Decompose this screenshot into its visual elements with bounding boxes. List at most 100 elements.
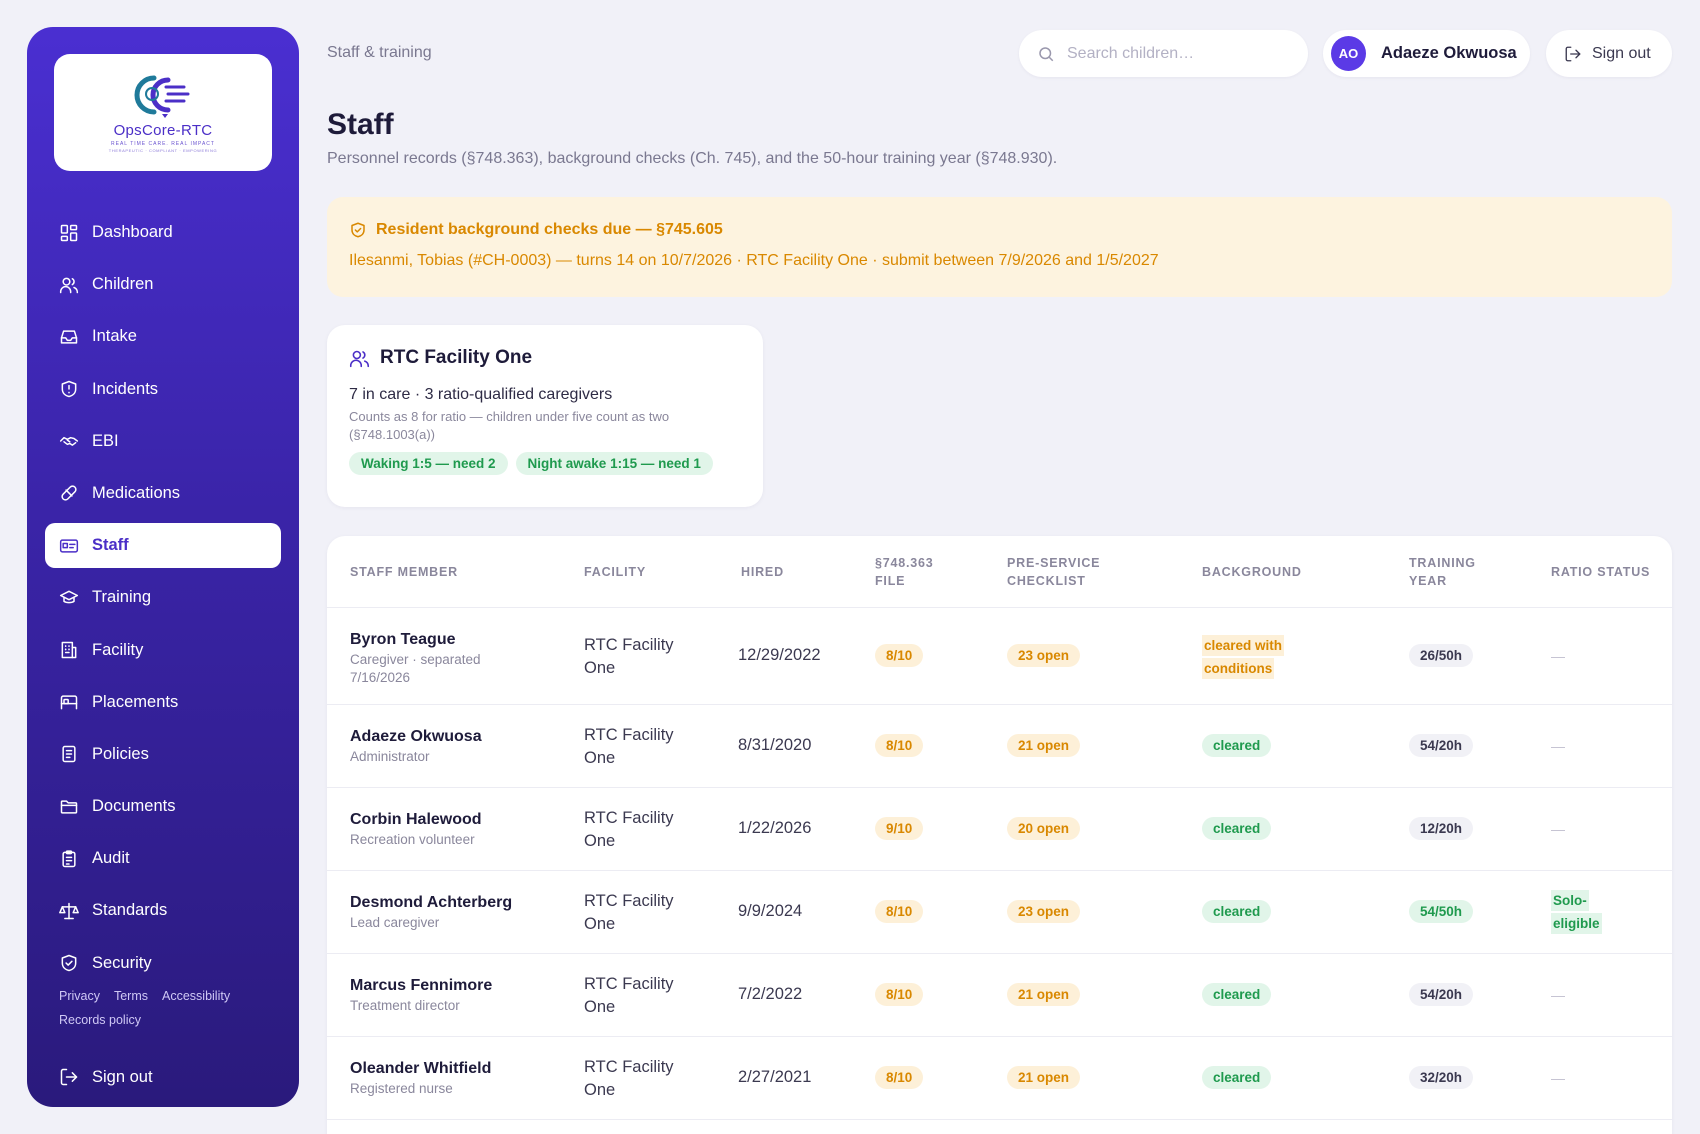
shield-check-icon (59, 953, 79, 973)
staff-name[interactable]: Byron Teague (350, 631, 456, 648)
sidebar-item-dashboard[interactable]: Dashboard (45, 210, 281, 255)
hired-cell: 9/9/2024 (738, 902, 803, 920)
staff-cell: Desmond Achterberg Lead caregiver (350, 894, 520, 932)
night-ratio-pill: Night awake 1:15 — need 1 (515, 452, 713, 475)
sidebar-item-label: Training (92, 588, 151, 607)
sidebar-item-medications[interactable]: Medications (45, 471, 281, 516)
background-badge: cleared (1202, 734, 1272, 757)
sidebar-item-staff[interactable]: Staff (45, 523, 281, 569)
table-row[interactable]: Byron Teague Caregiver · separated 7/16/… (327, 609, 1672, 705)
sidebar-item-children[interactable]: Children (45, 262, 281, 307)
sidebar-item-policies[interactable]: Policies (45, 732, 281, 777)
privacy-link[interactable]: Privacy (59, 989, 100, 1003)
facility-cell: RTC Facility One (584, 636, 674, 677)
sidebar-item-standards[interactable]: Standards (45, 888, 281, 933)
checklist-badge[interactable]: 21 open (1007, 734, 1081, 757)
table-row[interactable]: Corbin Halewood Recreation volunteer RTC… (327, 789, 1672, 871)
sidebar-item-documents[interactable]: Documents (45, 784, 281, 829)
column-header-background[interactable]: Background (1202, 565, 1302, 579)
signout-icon (60, 1068, 78, 1086)
sidebar-footer-links: Privacy Terms Accessibility Records policy (59, 984, 279, 1032)
sidebar-item-label: Security (92, 953, 152, 972)
staff-role: Recreation volunteer (350, 832, 475, 847)
terms-link[interactable]: Terms (113, 989, 149, 1003)
column-header-training[interactable]: Training year (1409, 556, 1476, 588)
folder-icon (59, 797, 79, 817)
sidebar-item-audit[interactable]: Audit (45, 836, 281, 881)
scale-icon (59, 901, 79, 921)
avatar: AO (1331, 36, 1366, 71)
column-header-facility[interactable]: Facility (584, 565, 646, 579)
sidebar-item-security[interactable]: Security (45, 941, 281, 986)
file-badge: 8/10 (875, 983, 924, 1006)
table-row[interactable]: Desmond Achterberg Lead caregiver RTC Fa… (327, 872, 1672, 954)
sidebar-item-training[interactable]: Training (45, 575, 281, 620)
table-row[interactable]: Oleander Whitfield Registered nurse RTC … (327, 1038, 1672, 1120)
column-header-checklist[interactable]: Pre-service checklist (1007, 556, 1101, 588)
users-icon (59, 275, 79, 295)
column-header-hired[interactable]: Hired (741, 565, 784, 579)
logo-tagline: REAL TIME CARE. REAL IMPACT (111, 141, 215, 147)
checklist-badge[interactable]: 20 open (1007, 817, 1081, 840)
pill-icon (59, 483, 79, 503)
checklist-badge[interactable]: 23 open (1007, 900, 1081, 923)
search-input[interactable] (1067, 44, 1297, 63)
facility-cell: RTC Facility One (584, 726, 674, 767)
table-header: Staff member Facility Hired §748.363 Fil… (327, 536, 1672, 608)
ratio-pills: Waking 1:5 — need 2 Night awake 1:15 — n… (349, 452, 741, 475)
records-policy-link[interactable]: Records policy (59, 1013, 141, 1027)
alert-body[interactable]: Ilesanmi, Tobias (#CH-0003) — turns 14 o… (349, 252, 1159, 269)
search-box[interactable] (1019, 30, 1308, 77)
training-badge: 54/20h (1409, 734, 1474, 757)
sidebar-item-incidents[interactable]: Incidents (45, 367, 281, 412)
signout-button[interactable]: Sign out (1546, 30, 1672, 77)
hired-cell: 2/27/2021 (738, 1068, 812, 1086)
checklist-badge[interactable]: 21 open (1007, 1066, 1081, 1089)
sidebar-item-label: Placements (92, 692, 179, 711)
training-badge: 26/50h (1409, 644, 1474, 667)
ratio-status: — (1551, 648, 1565, 664)
staff-name[interactable]: Corbin Halewood (350, 811, 482, 828)
staff-name[interactable]: Adaeze Okwuosa (350, 728, 482, 745)
solo-eligible-badge: Solo-eligible (1551, 890, 1602, 934)
sidebar-signout-button[interactable]: Sign out (59, 1067, 153, 1087)
sidebar-item-label: Intake (92, 327, 137, 346)
id-card-icon (59, 536, 79, 556)
file-badge: 8/10 (875, 900, 924, 923)
table-row[interactable]: Marcus Fennimore Treatment director RTC … (327, 955, 1672, 1037)
ratio-status: — (1551, 738, 1565, 754)
table-row[interactable]: Adaeze Okwuosa Administrator RTC Facilit… (327, 706, 1672, 788)
signout-label: Sign out (92, 1067, 153, 1086)
file-badge: 8/10 (875, 644, 924, 667)
logo-card[interactable]: OpsCore-RTC REAL TIME CARE. REAL IMPACT … (54, 54, 272, 171)
staff-role: Registered nurse (350, 1081, 453, 1096)
staff-table: Staff member Facility Hired §748.363 Fil… (327, 536, 1672, 1134)
staff-cell: Corbin Halewood Recreation volunteer (350, 811, 520, 849)
checklist-badge[interactable]: 23 open (1007, 644, 1081, 667)
column-header-file[interactable]: §748.363 File (875, 556, 934, 588)
document-icon (59, 744, 79, 764)
column-header-staff[interactable]: Staff member (350, 565, 458, 579)
hired-cell: 8/31/2020 (738, 736, 812, 754)
background-badge: cleared (1202, 817, 1272, 840)
shield-check-icon (351, 222, 365, 238)
sidebar-item-ebi[interactable]: EBI (45, 419, 281, 464)
signout-icon (1565, 46, 1581, 61)
user-menu[interactable]: AO Adaeze Okwuosa (1323, 30, 1530, 77)
staff-role: Treatment director (350, 998, 460, 1013)
sidebar-item-facility[interactable]: Facility (45, 628, 281, 673)
hired-cell: 1/22/2026 (738, 819, 812, 837)
staff-name[interactable]: Desmond Achterberg (350, 894, 513, 911)
page-title: Staff (327, 108, 394, 141)
sidebar-item-intake[interactable]: Intake (45, 314, 281, 359)
column-header-ratio[interactable]: Ratio status (1551, 565, 1651, 579)
facility-cell: RTC Facility One (584, 1058, 674, 1099)
staff-name[interactable]: Oleander Whitfield (350, 1060, 492, 1077)
checklist-badge[interactable]: 21 open (1007, 983, 1081, 1006)
accessibility-link[interactable]: Accessibility (162, 989, 231, 1003)
staff-name[interactable]: Marcus Fennimore (350, 977, 493, 994)
sidebar-item-placements[interactable]: Placements (45, 680, 281, 725)
hired-cell: 7/2/2022 (738, 985, 803, 1003)
opscore-logo-icon (134, 75, 190, 118)
sidebar-nav: Dashboard Children Intake Incidents EBI … (45, 210, 281, 993)
